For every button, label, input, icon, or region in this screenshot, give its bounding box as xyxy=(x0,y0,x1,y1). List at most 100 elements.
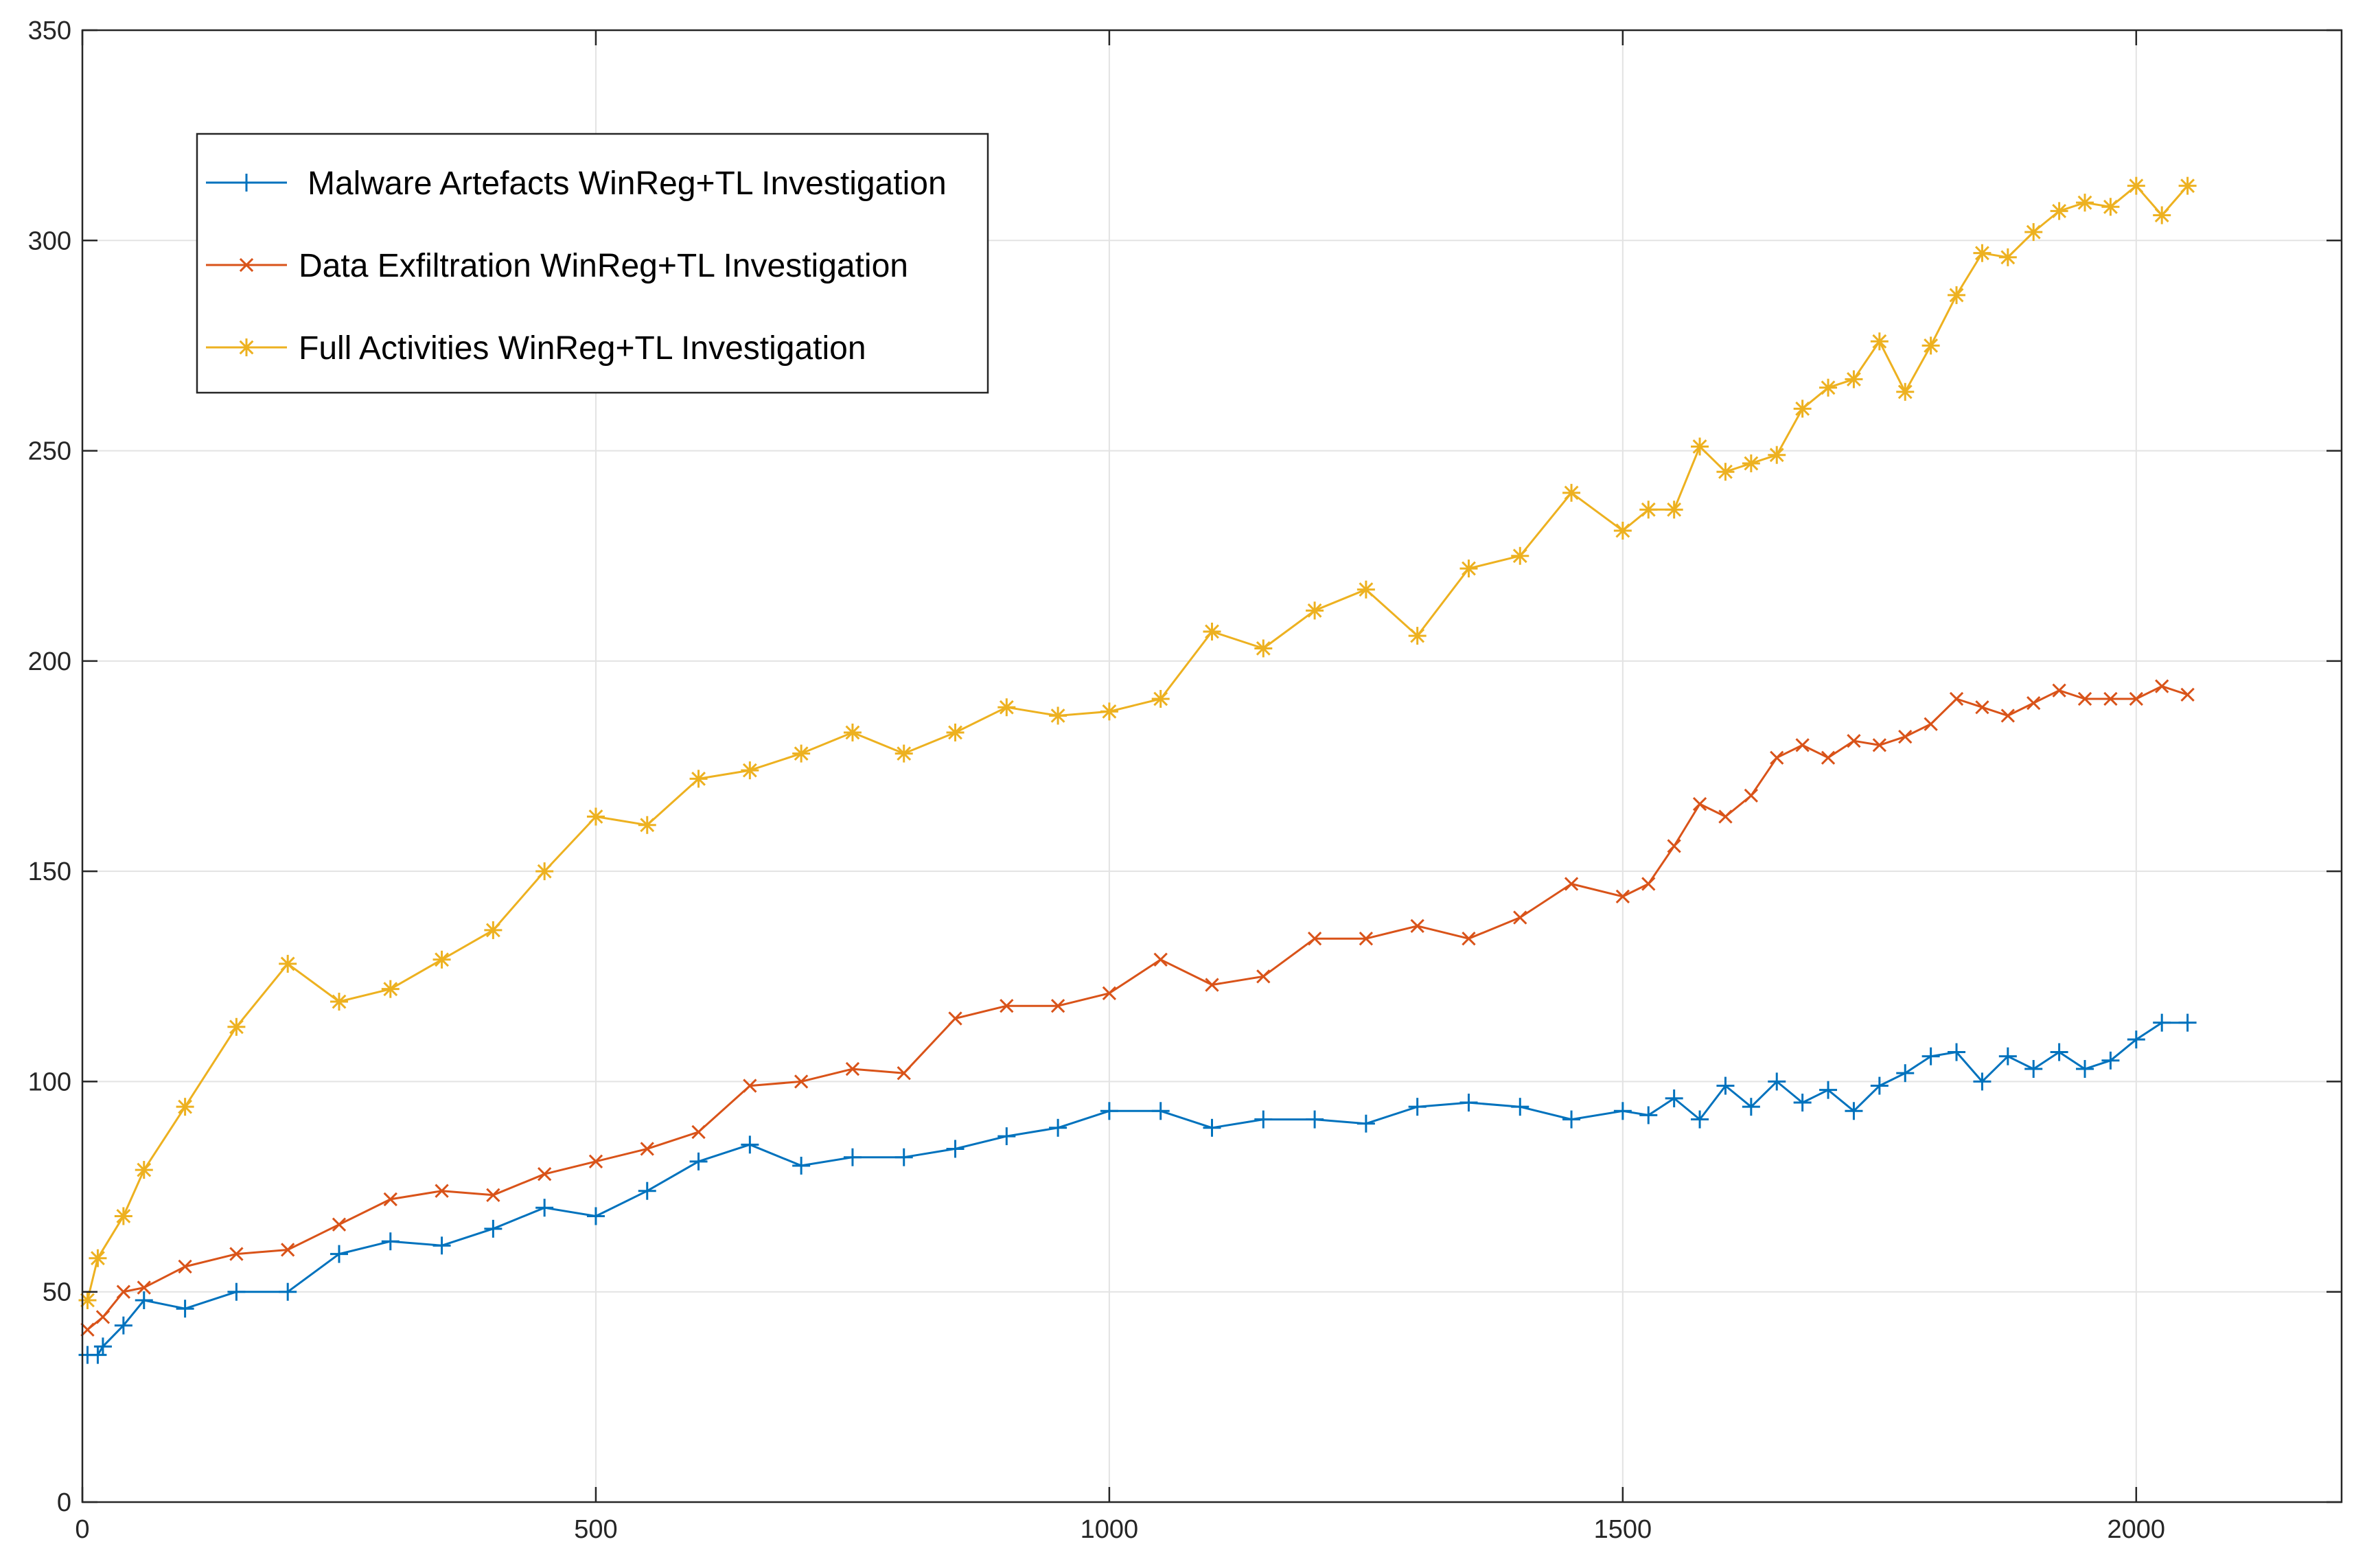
data-point xyxy=(691,1125,706,1140)
data-point xyxy=(1948,1043,1966,1061)
data-point xyxy=(2050,202,2068,220)
data-point xyxy=(1102,986,1117,1000)
legend-entry-2: Data Exfiltration WinReg+TL Investigatio… xyxy=(206,248,908,284)
data-point xyxy=(1513,910,1527,925)
data-point xyxy=(432,1236,451,1255)
data-point xyxy=(894,744,913,763)
data-point xyxy=(1744,788,1759,803)
y-tick-label: 300 xyxy=(28,227,71,255)
legend-entry-3: Full Activities WinReg+TL Investigation xyxy=(206,330,866,367)
data-point xyxy=(279,954,297,973)
grid-lines xyxy=(82,30,2342,1503)
data-point xyxy=(1770,750,1784,765)
data-point xyxy=(1795,738,1810,752)
data-point xyxy=(1254,639,1273,658)
data-point xyxy=(843,1148,862,1166)
data-point xyxy=(586,1207,605,1225)
data-point xyxy=(95,1310,111,1324)
x-tick-label: 2000 xyxy=(2108,1515,2166,1544)
data-point xyxy=(1665,1089,1683,1107)
data-point xyxy=(1356,580,1375,599)
data-point xyxy=(1306,601,1324,620)
data-point xyxy=(638,816,656,834)
data-point xyxy=(114,1316,132,1335)
legend-swatch-marker xyxy=(239,257,254,273)
data-point xyxy=(1718,809,1733,824)
data-point xyxy=(1356,1114,1375,1133)
data-point xyxy=(741,761,759,780)
legend-swatch-marker xyxy=(238,174,255,192)
data-point xyxy=(1359,931,1374,946)
y-tick-label: 150 xyxy=(28,857,71,886)
data-point xyxy=(1847,734,1861,748)
data-point xyxy=(1462,931,1476,946)
data-point xyxy=(1100,702,1118,721)
data-point xyxy=(2076,194,2094,212)
legend-swatch-marker xyxy=(238,338,255,356)
data-point xyxy=(1151,689,1170,708)
data-point xyxy=(227,1282,246,1301)
data-point xyxy=(330,1245,348,1263)
data-point xyxy=(1845,1102,1863,1120)
data-point xyxy=(93,1337,112,1356)
data-point xyxy=(330,993,348,1011)
data-point xyxy=(2024,223,2043,242)
data-point xyxy=(484,921,503,939)
data-point xyxy=(1898,729,1913,744)
data-point xyxy=(1562,483,1581,502)
y-tick-label: 50 xyxy=(43,1278,71,1307)
data-point xyxy=(1049,706,1067,725)
data-point xyxy=(1641,877,1656,891)
series-3 xyxy=(78,176,2197,1309)
data-point xyxy=(946,723,965,741)
data-point xyxy=(1307,931,1322,946)
data-point xyxy=(484,1219,503,1238)
data-point xyxy=(948,1011,962,1026)
data-point xyxy=(537,1167,552,1181)
data-point xyxy=(1100,1102,1118,1120)
data-point xyxy=(588,1154,603,1168)
data-point xyxy=(1511,1098,1529,1116)
data-point xyxy=(2101,198,2120,216)
data-point xyxy=(1742,1098,1760,1116)
data-point xyxy=(2180,687,2195,702)
y-tick-label: 350 xyxy=(28,16,71,45)
data-point xyxy=(2103,691,2118,706)
data-point xyxy=(1973,244,1991,262)
data-point xyxy=(135,1161,153,1179)
data-point xyxy=(1998,248,2017,266)
data-point xyxy=(1203,622,1221,641)
data-point xyxy=(586,807,605,826)
data-point xyxy=(1203,1118,1221,1137)
data-point xyxy=(1615,889,1630,904)
data-point xyxy=(1153,952,1168,967)
data-point xyxy=(116,1284,130,1299)
data-point xyxy=(1408,1098,1427,1116)
data-point xyxy=(1254,1110,1273,1129)
data-point xyxy=(1613,521,1632,540)
data-point xyxy=(2101,1051,2120,1070)
data-point xyxy=(1639,1106,1658,1125)
data-point xyxy=(2129,691,2143,706)
data-point xyxy=(1998,1047,2017,1065)
data-point xyxy=(1613,1102,1632,1120)
data-point xyxy=(1742,454,1760,472)
data-point xyxy=(741,1135,759,1154)
data-point xyxy=(1924,717,1938,731)
y-tick-label: 100 xyxy=(28,1068,71,1096)
data-point xyxy=(2024,1060,2043,1079)
data-point xyxy=(1691,1110,1709,1129)
data-point xyxy=(997,1127,1016,1146)
data-point xyxy=(638,1181,656,1200)
data-point xyxy=(2178,176,2197,195)
data-point xyxy=(1049,1118,1067,1137)
data-point xyxy=(2000,708,2015,723)
x-tick-label: 1500 xyxy=(1594,1515,1652,1544)
data-point xyxy=(383,1192,397,1207)
plot-frame xyxy=(81,29,2343,1503)
series-2 xyxy=(80,679,2195,1337)
data-point xyxy=(1870,1076,1889,1095)
data-point xyxy=(78,1291,97,1309)
x-tick-label: 0 xyxy=(75,1515,89,1544)
